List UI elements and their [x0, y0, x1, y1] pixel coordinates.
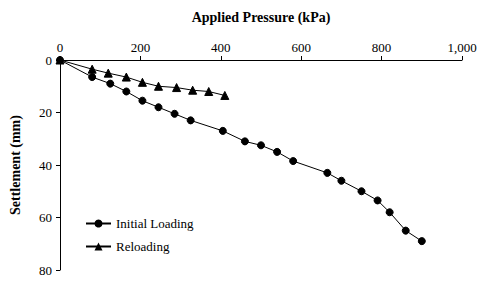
svg-text:Initial Loading: Initial Loading	[116, 216, 194, 231]
svg-text:Reloading: Reloading	[116, 239, 170, 254]
svg-text:0: 0	[57, 40, 64, 55]
svg-text:800: 800	[372, 40, 392, 55]
svg-text:40: 40	[39, 158, 52, 173]
svg-text:1,000: 1,000	[447, 40, 476, 55]
svg-text:Applied Pressure (kPa): Applied Pressure (kPa)	[192, 10, 331, 26]
svg-text:600: 600	[291, 40, 311, 55]
svg-text:0: 0	[46, 53, 53, 68]
svg-text:80: 80	[39, 263, 52, 278]
svg-text:20: 20	[39, 105, 52, 120]
svg-text:Settlement (mm): Settlement (mm)	[8, 115, 24, 215]
svg-text:400: 400	[211, 40, 231, 55]
svg-text:60: 60	[39, 210, 52, 225]
svg-text:200: 200	[131, 40, 151, 55]
